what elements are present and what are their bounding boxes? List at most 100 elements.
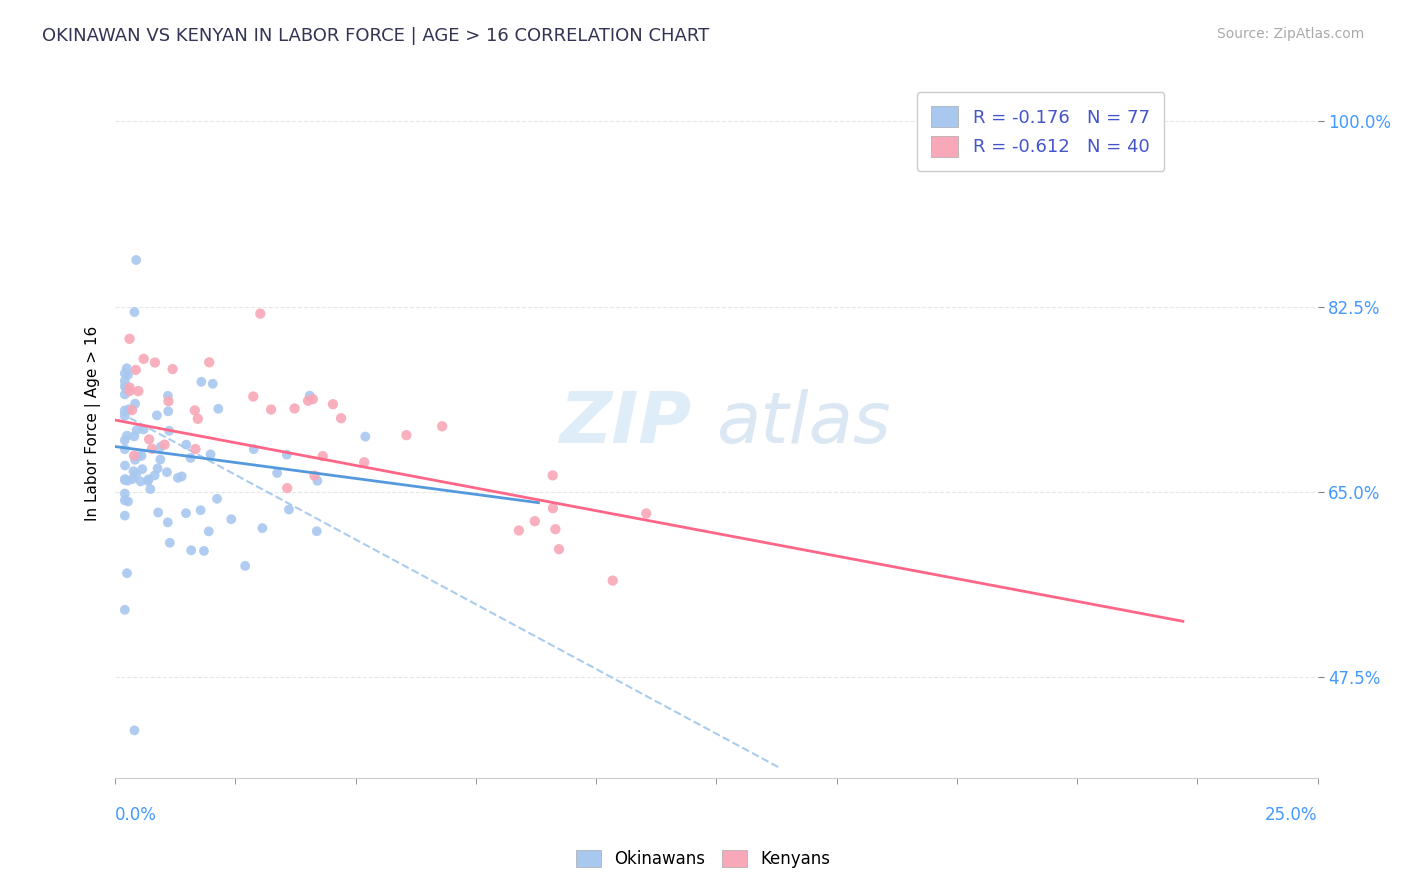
- Point: [197, 524, 219, 539]
- Point: [190, 503, 212, 517]
- Point: [117, 368, 139, 382]
- Point: [184, 403, 207, 417]
- Point: [207, 401, 229, 416]
- Text: OKINAWAN VS KENYAN IN LABOR FORCE | AGE > 16 CORRELATION CHART: OKINAWAN VS KENYAN IN LABOR FORCE | AGE …: [42, 27, 710, 45]
- Point: [174, 506, 197, 520]
- Point: [114, 603, 136, 617]
- Point: [548, 542, 571, 557]
- Point: [297, 393, 319, 408]
- Point: [233, 558, 256, 573]
- Point: [114, 409, 136, 423]
- Point: [118, 384, 141, 398]
- Point: [146, 461, 169, 475]
- Point: [242, 390, 264, 404]
- Point: [129, 475, 152, 489]
- Point: [117, 474, 139, 488]
- Text: 25.0%: 25.0%: [1265, 806, 1317, 824]
- Point: [157, 404, 180, 418]
- Text: atlas: atlas: [717, 389, 891, 458]
- Point: [114, 508, 136, 523]
- Point: [205, 491, 228, 506]
- Point: [114, 403, 136, 417]
- Point: [201, 376, 224, 391]
- Point: [170, 469, 193, 483]
- Point: [541, 501, 564, 516]
- Point: [156, 516, 179, 530]
- Point: [115, 381, 138, 395]
- Point: [139, 482, 162, 496]
- Point: [114, 433, 136, 447]
- Point: [121, 403, 143, 417]
- Point: [174, 437, 197, 451]
- Point: [141, 442, 163, 456]
- Point: [115, 428, 138, 442]
- Point: [132, 351, 155, 366]
- Point: [114, 486, 136, 500]
- Point: [305, 524, 328, 539]
- Legend: R = -0.176   N = 77, R = -0.612   N = 40: R = -0.176 N = 77, R = -0.612 N = 40: [917, 92, 1164, 171]
- Point: [114, 473, 136, 487]
- Point: [159, 535, 181, 549]
- Point: [242, 442, 264, 457]
- Point: [193, 544, 215, 558]
- Point: [149, 440, 172, 454]
- Point: [146, 505, 169, 519]
- Point: [136, 474, 159, 488]
- Point: [131, 462, 153, 476]
- Text: 0.0%: 0.0%: [115, 806, 157, 824]
- Point: [162, 362, 184, 376]
- Point: [131, 449, 153, 463]
- Point: [115, 566, 138, 581]
- Point: [124, 723, 146, 738]
- Point: [284, 401, 307, 416]
- Point: [125, 363, 148, 377]
- Point: [114, 387, 136, 401]
- Point: [200, 447, 222, 461]
- Y-axis label: In Labor Force | Age > 16: In Labor Force | Age > 16: [86, 326, 101, 521]
- Point: [198, 355, 221, 369]
- Point: [115, 361, 138, 376]
- Point: [122, 464, 145, 478]
- Legend: Okinawans, Kenyans: Okinawans, Kenyans: [569, 843, 837, 875]
- Point: [395, 428, 418, 442]
- Point: [118, 332, 141, 346]
- Point: [277, 502, 299, 516]
- Point: [127, 384, 149, 398]
- Point: [138, 472, 160, 486]
- Point: [157, 424, 180, 438]
- Point: [301, 392, 323, 406]
- Point: [125, 423, 148, 437]
- Text: ZIP: ZIP: [560, 389, 692, 458]
- Point: [146, 409, 169, 423]
- Point: [304, 468, 326, 483]
- Point: [276, 481, 298, 495]
- Point: [252, 521, 274, 535]
- Point: [143, 468, 166, 483]
- Point: [114, 442, 136, 457]
- Point: [541, 468, 564, 483]
- Point: [114, 374, 136, 388]
- Point: [132, 422, 155, 436]
- Point: [312, 449, 335, 463]
- Point: [187, 411, 209, 425]
- Point: [157, 394, 180, 409]
- Point: [180, 543, 202, 558]
- Point: [266, 466, 288, 480]
- Point: [124, 305, 146, 319]
- Point: [118, 402, 141, 417]
- Point: [122, 429, 145, 443]
- Point: [114, 472, 136, 486]
- Point: [167, 471, 190, 485]
- Point: [124, 453, 146, 467]
- Point: [276, 448, 298, 462]
- Point: [124, 397, 146, 411]
- Point: [138, 433, 160, 447]
- Point: [184, 442, 207, 456]
- Point: [127, 450, 149, 464]
- Point: [430, 419, 453, 434]
- Text: Source: ZipAtlas.com: Source: ZipAtlas.com: [1216, 27, 1364, 41]
- Point: [114, 458, 136, 473]
- Point: [121, 472, 143, 486]
- Point: [114, 379, 136, 393]
- Point: [125, 467, 148, 482]
